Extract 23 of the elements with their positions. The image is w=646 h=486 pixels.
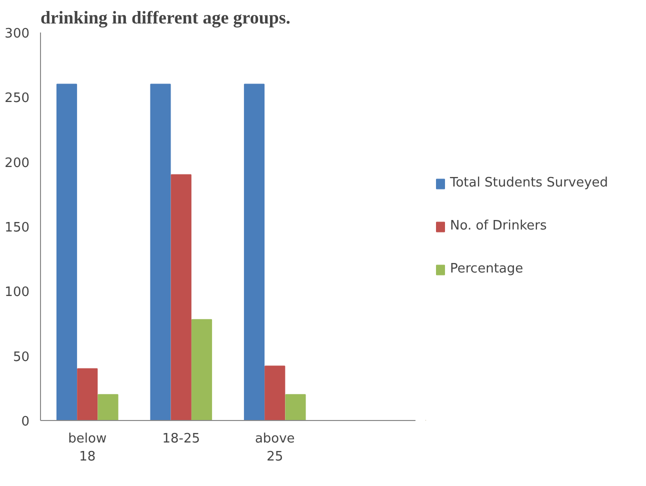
bar [170,174,192,420]
bar [264,366,286,420]
legend-label: No. of Drinkers [450,218,547,234]
y-tick-label: 150 [4,220,30,236]
bar [77,368,98,420]
y-tick-label: 300 [4,26,30,42]
x-tick-label: below 18 [68,432,107,464]
legend-label: Total Students Surveyed [450,176,608,190]
bar [150,84,171,420]
y-tick-label: 100 [4,285,30,300]
y-tick-label: 0 [21,414,30,430]
bar [285,394,306,420]
y-tick-label: 250 [4,91,30,106]
x-tick-label: 18-25 [162,432,200,446]
y-tick-label: 200 [4,156,30,171]
bar [191,319,212,420]
bar [98,394,118,420]
x-tick-label: above 25 [254,432,295,464]
y-tick-label: 50 [12,350,30,365]
legend-label: Percentage [450,262,524,276]
bar [56,84,78,420]
bar [244,84,265,420]
chart-title: drinking in different age groups. [40,8,290,28]
